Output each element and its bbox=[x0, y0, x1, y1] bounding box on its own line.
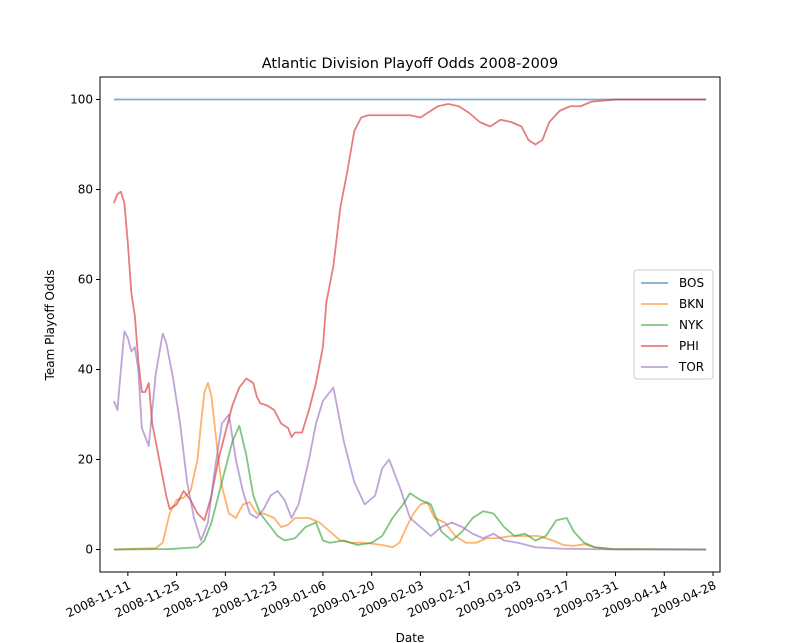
series-line-bkn bbox=[113, 382, 707, 551]
y-tick-label: 80 bbox=[78, 183, 93, 197]
series-line-tor bbox=[113, 330, 707, 551]
series-line-nyk bbox=[113, 424, 707, 551]
legend-label-tor: TOR bbox=[678, 360, 704, 374]
y-axis-label: Team Playoff Odds bbox=[43, 270, 57, 382]
legend-label-phi: PHI bbox=[679, 339, 699, 353]
y-axis: 0 20 40 60 80 100 bbox=[70, 93, 100, 557]
y-tick-label: 100 bbox=[70, 93, 93, 107]
x-axis-label: Date bbox=[396, 631, 425, 643]
series-line-phi bbox=[113, 98, 707, 522]
legend-label-bos: BOS bbox=[679, 276, 704, 290]
y-tick-label: 60 bbox=[78, 273, 93, 287]
legend: BOS BKN NYK PHI TOR bbox=[633, 269, 714, 380]
y-tick-label: 0 bbox=[85, 543, 93, 557]
legend-label-bkn: BKN bbox=[679, 297, 704, 311]
legend-label-nyk: NYK bbox=[679, 318, 704, 332]
chart-title: Atlantic Division Playoff Odds 2008-2009 bbox=[262, 56, 559, 72]
plot-frame bbox=[99, 76, 721, 573]
y-tick-label: 40 bbox=[78, 363, 93, 377]
legend-box bbox=[633, 269, 714, 380]
y-tick-label: 20 bbox=[78, 453, 93, 467]
x-axis: 2008-11-112008-11-252008-12-092008-12-23… bbox=[64, 572, 718, 620]
plot-series-group bbox=[113, 98, 707, 551]
